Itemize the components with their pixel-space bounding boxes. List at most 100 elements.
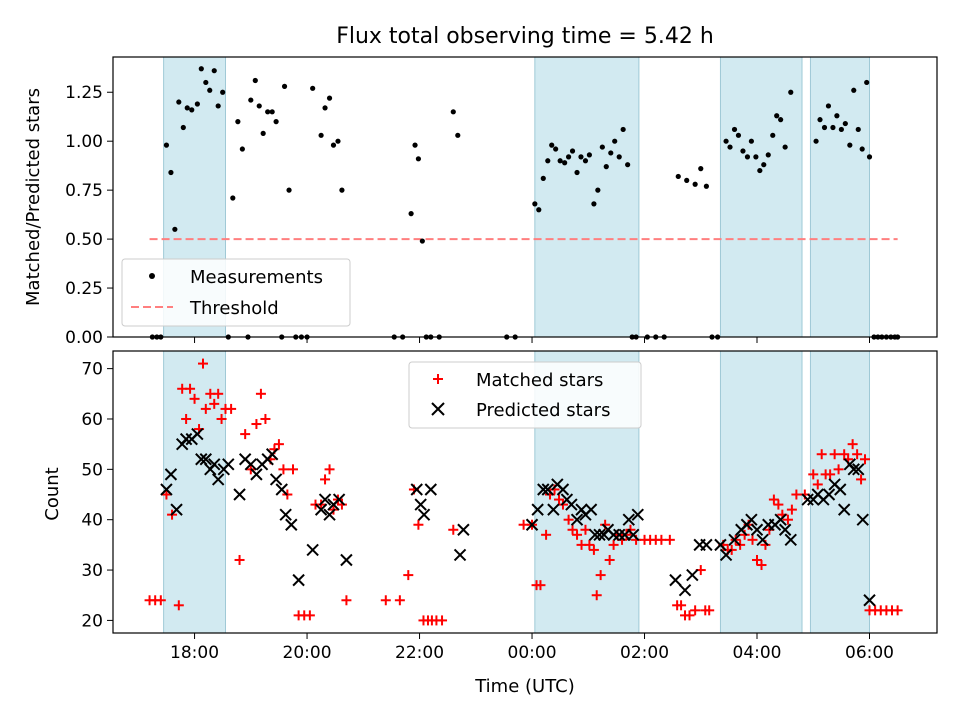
matched-point (161, 489, 172, 500)
measurement-point (549, 142, 555, 148)
predicted-point-b (714, 538, 727, 552)
measurement-point (326, 95, 333, 101)
legend-predicted-marker (431, 402, 445, 416)
predicted-point-b (607, 528, 620, 542)
predicted-point (588, 528, 602, 542)
measurement-point (260, 130, 266, 136)
measurement-point (168, 169, 174, 176)
predicted-point (728, 533, 741, 547)
predicted-point (584, 503, 598, 516)
predicted-point (863, 594, 876, 607)
x-tick-label: 00:00 (508, 643, 557, 663)
ratio-frame (112, 56, 938, 338)
matched-point (413, 519, 424, 530)
matched-point (782, 514, 793, 525)
legend-measurements-label: Measurements (190, 267, 323, 288)
measurement-point (562, 160, 568, 166)
count-y-tick-label: 20 (81, 611, 103, 631)
matched-point (856, 474, 867, 485)
measurement-point (586, 152, 593, 158)
measurement-point (180, 124, 186, 131)
predicted-point (275, 483, 288, 496)
measurement-point (748, 138, 754, 144)
measurement-point (545, 158, 551, 164)
measurement-point (782, 144, 788, 150)
predicted-point (222, 458, 235, 471)
matched-point (786, 504, 797, 515)
matched-point (704, 605, 715, 616)
matched-point (829, 449, 840, 460)
ratio-legend-box (121, 258, 351, 327)
predicted-point-b (700, 538, 713, 552)
legend-matched-marker (433, 374, 443, 384)
predicted-point-b (170, 503, 183, 516)
matched-point (604, 554, 615, 565)
predicted-point-b (719, 548, 733, 562)
predicted-point (745, 513, 758, 526)
measurement-point (318, 132, 324, 138)
predicted-point-b (332, 493, 346, 506)
matched-point (791, 489, 802, 500)
measurement-point (731, 126, 738, 133)
predicted-point-b (275, 483, 288, 496)
measurement-point (256, 103, 262, 109)
matched-point (684, 610, 695, 621)
matched-point (812, 479, 823, 490)
matched-point (173, 600, 184, 611)
measurement-point (744, 154, 751, 160)
measurement-point (851, 87, 857, 93)
measurement-point (273, 119, 279, 125)
predicted-point (750, 523, 764, 536)
x-tick-label: 22:00 (395, 643, 444, 663)
measurement-point (203, 79, 209, 86)
count-legend-box (408, 361, 642, 429)
measurement-point (252, 77, 258, 84)
matched-point (255, 388, 266, 399)
matched-point (234, 554, 245, 565)
predicted-point (244, 458, 258, 471)
measurement-point (286, 187, 292, 193)
measurement-point (310, 85, 316, 91)
predicted-point-b (547, 503, 560, 516)
matched-point (572, 529, 583, 540)
matched-point (200, 403, 211, 414)
measurement-point (864, 79, 870, 86)
predicted-point (160, 483, 173, 496)
predicted-point (547, 503, 560, 516)
predicted-point-b (164, 468, 178, 481)
measurement-point (419, 238, 425, 244)
predicted-point (279, 508, 292, 521)
predicted-point-b (728, 533, 741, 547)
matched-point (892, 605, 903, 616)
bottom-y-axis-label: Count (42, 467, 63, 520)
predicted-point-b (199, 453, 213, 466)
matched-point (260, 413, 271, 424)
measurement-point (778, 117, 784, 123)
matched-point (216, 413, 227, 424)
measurement-point (553, 146, 559, 152)
measurement-point (612, 138, 618, 144)
predicted-point (570, 513, 584, 526)
matched-point (554, 494, 565, 505)
predicted-point-b (847, 463, 860, 476)
matched-point (341, 595, 352, 606)
matched-point (752, 554, 763, 565)
measurement-point (774, 113, 780, 119)
ratio-y-tick-label: 0.50 (65, 230, 103, 250)
predicted-point (531, 503, 544, 516)
predicted-point (537, 483, 550, 496)
predicted-point-b (417, 508, 431, 521)
count-y-tick-label: 50 (81, 460, 103, 480)
predicted-point-b (285, 518, 298, 531)
matched-point (664, 534, 675, 545)
measurement-point (536, 207, 542, 213)
matched-point (273, 439, 284, 450)
x-tick-label: 04:00 (733, 643, 782, 663)
predicted-point (208, 458, 221, 471)
predicted-point (541, 483, 554, 496)
predicted-point-b (556, 483, 570, 496)
measurement-point (830, 124, 836, 131)
measurement-point (866, 154, 873, 160)
predicted-point (801, 493, 814, 506)
